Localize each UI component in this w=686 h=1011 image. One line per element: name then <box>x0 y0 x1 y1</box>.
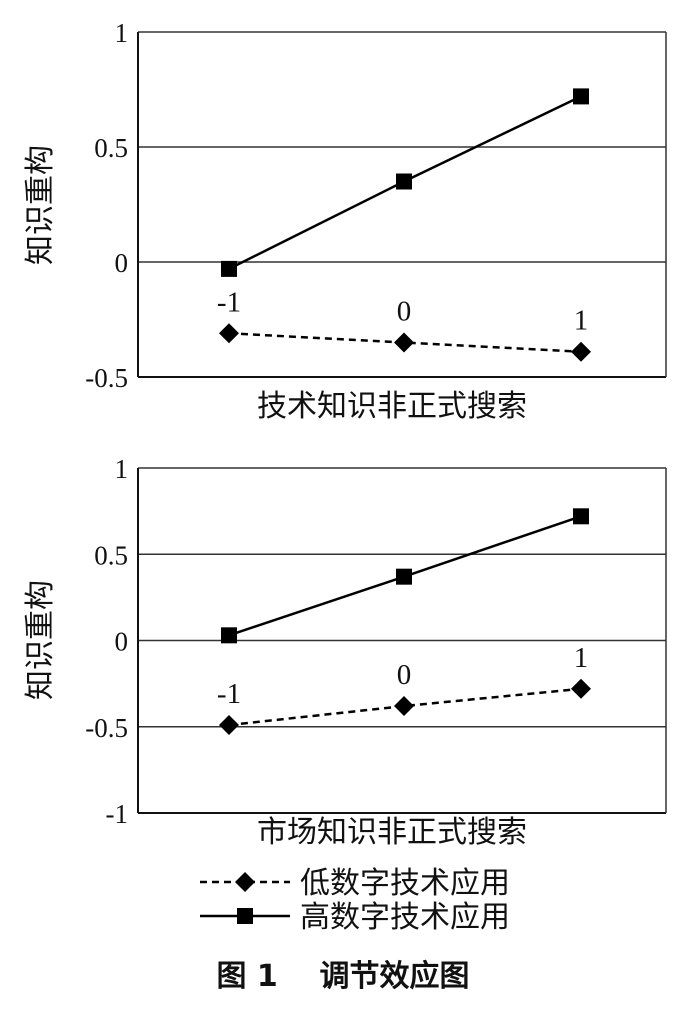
data-point-diamond <box>394 332 414 353</box>
square-marker-icon <box>237 908 253 924</box>
data-point-square <box>573 88 589 105</box>
series-markers <box>219 88 591 362</box>
y-tick-label: 0 <box>115 627 129 657</box>
y-tick-label: -1 <box>106 799 129 829</box>
x-axis-title: 技术知识非正式搜索 <box>257 389 527 424</box>
figure-caption: 图 1 调节效应图 <box>216 959 469 994</box>
data-point-square <box>221 260 237 277</box>
y-tick-label: 0.5 <box>94 133 128 163</box>
x-axis-title: 市场知识非正式搜索 <box>257 815 527 850</box>
diamond-marker-icon <box>235 872 255 892</box>
y-tick-labels: 1 0.5 0 -0.5 <box>85 18 128 393</box>
x-point-label: 0 <box>397 659 412 691</box>
data-point-square <box>221 627 237 644</box>
x-point-labels: -1 0 1 <box>217 286 588 336</box>
x-point-label: -1 <box>217 678 241 710</box>
x-point-label: 0 <box>397 296 412 328</box>
data-point-diamond <box>571 341 591 362</box>
legend-item-high: 高数字技术应用 <box>200 900 510 935</box>
x-point-label: -1 <box>217 286 241 318</box>
data-point-square <box>573 508 589 525</box>
x-point-label: 1 <box>574 305 589 337</box>
series-lines <box>228 515 582 727</box>
chart-panel-2: 1 0.5 0 -0.5 -1 知识重构 -1 0 1 市场知识非正式搜索 <box>23 454 667 850</box>
series-line-low <box>228 332 582 353</box>
data-point-diamond <box>571 678 591 699</box>
data-point-square <box>396 173 412 190</box>
data-point-square <box>396 568 412 585</box>
y-tick-label: 1 <box>115 454 129 484</box>
y-tick-label: 0 <box>115 248 129 278</box>
x-point-label: 1 <box>574 642 589 674</box>
series-markers <box>219 508 591 736</box>
y-tick-labels: 1 0.5 0 -0.5 -1 <box>85 454 128 829</box>
y-tick-label: -0.5 <box>85 363 128 393</box>
legend-label: 高数字技术应用 <box>300 900 510 935</box>
chart-panel-1: 1 0.5 0 -0.5 知识重构 -1 0 1 技术知识非正式搜索 <box>23 18 667 424</box>
y-tick-label: 1 <box>115 18 129 48</box>
data-point-diamond <box>219 323 239 344</box>
legend-item-low: 低数字技术应用 <box>200 866 510 901</box>
y-tick-label: -0.5 <box>85 713 128 743</box>
y-axis-title: 知识重构 <box>23 580 58 700</box>
legend: 低数字技术应用 高数字技术应用 <box>200 866 510 935</box>
data-point-diamond <box>394 696 414 717</box>
data-point-diamond <box>219 715 239 736</box>
series-line-low <box>228 687 582 727</box>
y-tick-label: 0.5 <box>94 540 128 570</box>
x-point-labels: -1 0 1 <box>217 642 588 710</box>
y-axis-title: 知识重构 <box>23 145 58 265</box>
legend-label: 低数字技术应用 <box>300 866 510 901</box>
